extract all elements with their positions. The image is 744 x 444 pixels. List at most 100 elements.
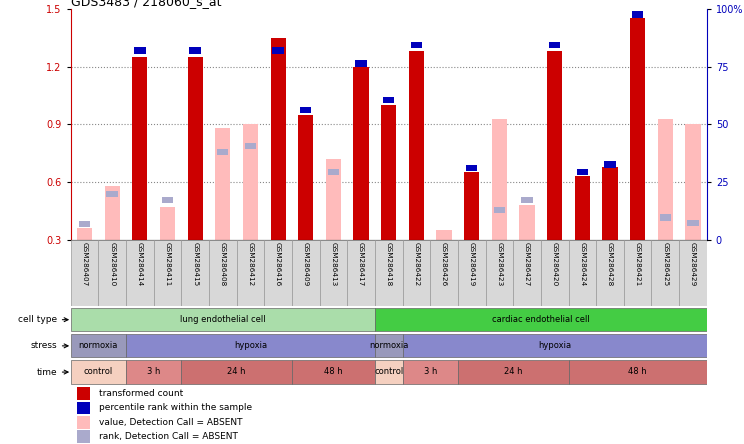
Bar [106, 191, 118, 198]
Bar [77, 228, 92, 240]
Bar [71, 334, 126, 357]
Bar [160, 207, 175, 240]
Bar [658, 119, 673, 240]
Bar [375, 240, 403, 306]
Bar [685, 124, 701, 240]
Bar [604, 162, 616, 168]
Text: GSM286428: GSM286428 [607, 242, 613, 286]
Text: time: time [36, 368, 57, 377]
Bar [264, 240, 292, 306]
Bar [77, 430, 90, 443]
Bar [126, 361, 182, 384]
Text: cardiac endothelial cell: cardiac endothelial cell [492, 315, 590, 324]
Bar [105, 186, 120, 240]
Bar [486, 240, 513, 306]
Text: GSM286409: GSM286409 [303, 242, 309, 286]
Bar [660, 214, 671, 221]
Bar [623, 240, 652, 306]
Bar [437, 230, 452, 240]
Text: GSM286419: GSM286419 [469, 242, 475, 286]
Bar [568, 361, 707, 384]
Bar [356, 60, 367, 67]
Bar [347, 240, 375, 306]
Text: 3 h: 3 h [147, 367, 161, 376]
Bar [126, 334, 375, 357]
Text: GSM286425: GSM286425 [662, 242, 668, 286]
Text: percentile rank within the sample: percentile rank within the sample [99, 404, 252, 412]
Bar [403, 240, 430, 306]
Bar [596, 240, 623, 306]
Text: GSM286421: GSM286421 [635, 242, 641, 286]
Bar [687, 220, 699, 226]
Bar [549, 42, 560, 48]
Bar [132, 57, 147, 240]
Text: 3 h: 3 h [423, 367, 437, 376]
Bar [492, 119, 507, 240]
Text: GSM286413: GSM286413 [330, 242, 336, 286]
Bar [466, 165, 478, 171]
Text: GSM286424: GSM286424 [580, 242, 586, 286]
Bar [243, 124, 258, 240]
Bar [403, 361, 458, 384]
Bar [71, 308, 375, 331]
Text: GSM286408: GSM286408 [219, 242, 225, 286]
Bar [630, 19, 645, 240]
Text: GSM286426: GSM286426 [441, 242, 447, 286]
Bar [298, 115, 313, 240]
Text: GSM286415: GSM286415 [192, 242, 198, 286]
Bar [154, 240, 182, 306]
Bar [300, 107, 312, 113]
Bar [375, 334, 403, 357]
Bar [522, 197, 533, 203]
Bar [458, 240, 486, 306]
Text: value, Detection Call = ABSENT: value, Detection Call = ABSENT [99, 418, 243, 427]
Text: hypoxia: hypoxia [538, 341, 571, 350]
Text: 48 h: 48 h [629, 367, 647, 376]
Text: GDS3483 / 218060_s_at: GDS3483 / 218060_s_at [71, 0, 221, 8]
Bar [271, 38, 286, 240]
Bar [458, 361, 568, 384]
Bar [126, 240, 154, 306]
Text: 48 h: 48 h [324, 367, 343, 376]
Bar [71, 361, 126, 384]
Text: stress: stress [31, 341, 57, 350]
Bar [577, 169, 588, 175]
Bar [430, 240, 458, 306]
Text: GSM286427: GSM286427 [524, 242, 530, 286]
Bar [438, 258, 450, 265]
Bar [568, 240, 596, 306]
Text: GSM286407: GSM286407 [82, 242, 88, 286]
Text: 24 h: 24 h [504, 367, 522, 376]
Text: GSM286412: GSM286412 [248, 242, 254, 286]
Bar [161, 197, 173, 203]
Bar [381, 105, 397, 240]
Bar [541, 240, 568, 306]
Bar [408, 51, 424, 240]
Text: normoxia: normoxia [369, 341, 408, 350]
Text: lung endothelial cell: lung endothelial cell [180, 315, 266, 324]
Bar [403, 334, 707, 357]
Bar [292, 240, 320, 306]
Bar [513, 240, 541, 306]
Bar [383, 97, 394, 103]
Text: transformed count: transformed count [99, 389, 184, 398]
Bar [187, 57, 203, 240]
Bar [79, 221, 90, 227]
Bar [182, 240, 209, 306]
Bar [494, 206, 505, 213]
Bar [603, 166, 618, 240]
Bar [77, 387, 90, 400]
Bar [98, 240, 126, 306]
Text: 24 h: 24 h [228, 367, 246, 376]
Bar [209, 240, 237, 306]
Bar [519, 205, 535, 240]
Text: GSM286416: GSM286416 [275, 242, 281, 286]
Text: GSM286417: GSM286417 [358, 242, 364, 286]
Bar [632, 12, 644, 18]
Bar [237, 240, 264, 306]
Text: GSM286423: GSM286423 [496, 242, 502, 286]
Bar [464, 172, 479, 240]
Bar [375, 361, 403, 384]
Bar [245, 143, 256, 149]
Bar [190, 48, 201, 54]
